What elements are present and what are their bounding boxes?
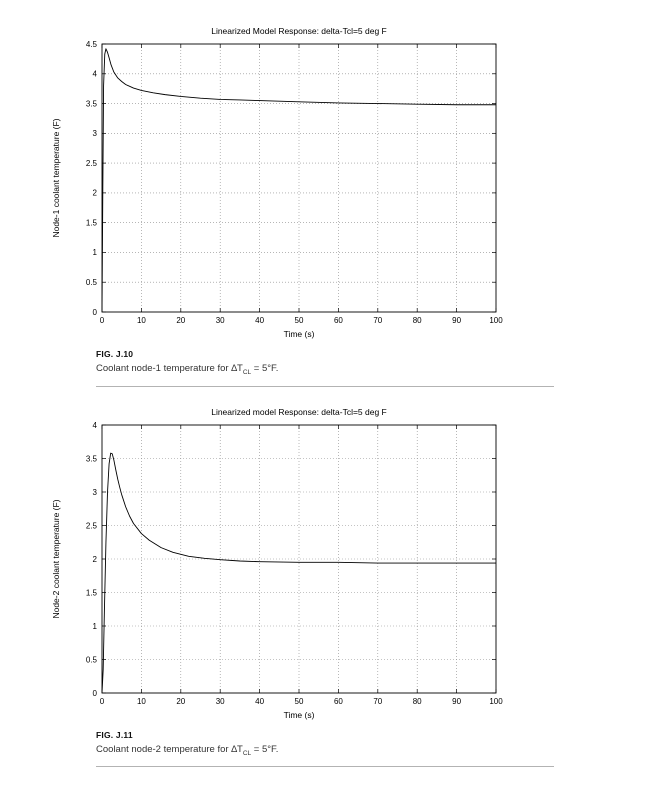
x-tick-label: 10 bbox=[137, 697, 146, 706]
x-axis-label: Time (s) bbox=[284, 710, 315, 720]
figure-caption-text: Coolant node-2 temperature for ∆TCL = 5°… bbox=[96, 744, 554, 758]
figure-j10-caption: FIG. J.10 Coolant node-1 temperature for… bbox=[96, 349, 554, 387]
y-tick-label: 3.5 bbox=[86, 99, 98, 108]
plot-box bbox=[101, 43, 497, 313]
y-tick-label: 1 bbox=[93, 248, 98, 257]
chart-title: Linearized Model Response: delta-Tcl=5 d… bbox=[211, 26, 387, 36]
x-tick-label: 80 bbox=[413, 697, 422, 706]
series-line bbox=[101, 452, 496, 693]
x-tick-label: 70 bbox=[373, 697, 382, 706]
x-tick-label: 50 bbox=[295, 316, 304, 325]
y-tick-label: 0.5 bbox=[86, 278, 98, 287]
caption-subscript: CL bbox=[242, 368, 252, 376]
caption-subscript: CL bbox=[242, 749, 252, 757]
caption-suffix: = 5°F. bbox=[251, 363, 279, 374]
figure-label: FIG. J.11 bbox=[96, 729, 133, 740]
node2-coolant-temperature-chart: 0 10 20 30 40 50 60 70 80 90 100 0 0.5 1 1.5 2 2.5 3 3.5 4 L… bbox=[46, 403, 648, 725]
x-axis-label: Time (s) bbox=[284, 329, 315, 339]
caption-delta-symbol: ∆T bbox=[231, 743, 243, 755]
x-tick-label: 60 bbox=[334, 316, 343, 325]
node1-coolant-temperature-chart: 0 10 20 30 40 50 60 70 80 90 100 0 0.5 1 1.5 2 2.5 3 3.5 4 4… bbox=[46, 22, 648, 344]
y-tick-label: 0 bbox=[93, 688, 98, 697]
x-tick-label: 70 bbox=[373, 316, 382, 325]
y-tick-label: 4.5 bbox=[86, 40, 98, 49]
x-tick-label: 90 bbox=[452, 316, 461, 325]
y-tick-label: 0 bbox=[93, 308, 98, 317]
y-tick-label: 1.5 bbox=[86, 218, 98, 227]
chart-title: Linearized model Response: delta-Tcl=5 d… bbox=[211, 407, 387, 417]
x-tick-label: 0 bbox=[100, 697, 105, 706]
figure-caption-text: Coolant node-1 temperature for ∆TCL = 5°… bbox=[96, 363, 554, 377]
x-tick-label: 80 bbox=[413, 316, 422, 325]
x-tick-label: 100 bbox=[489, 316, 503, 325]
x-tick-label: 40 bbox=[255, 316, 264, 325]
figure-j11-caption: FIG. J.11 Coolant node-2 temperature for… bbox=[96, 730, 554, 768]
chart-svg: 0 10 20 30 40 50 60 70 80 90 100 0 0.5 1 1.5 2 2.5 3 3.5 4 4… bbox=[51, 26, 503, 339]
x-tick-label: 20 bbox=[176, 697, 185, 706]
x-tick-label: 20 bbox=[176, 316, 185, 325]
y-tick-label: 3 bbox=[93, 129, 98, 138]
y-tick-label: 4 bbox=[93, 70, 98, 79]
x-tick-label: 10 bbox=[137, 316, 146, 325]
y-tick-label: 3.5 bbox=[86, 454, 98, 463]
y-tick-label: 4 bbox=[93, 420, 98, 429]
figure-j10: 0 10 20 30 40 50 60 70 80 90 100 0 0.5 1 1.5 2 2.5 3 3.5 4 4… bbox=[46, 22, 648, 387]
y-tick-label: 2.5 bbox=[86, 159, 98, 168]
figure-j11: 0 10 20 30 40 50 60 70 80 90 100 0 0.5 1 1.5 2 2.5 3 3.5 4 L… bbox=[46, 403, 648, 768]
x-tick-label: 100 bbox=[489, 697, 503, 706]
x-tick-label: 30 bbox=[216, 697, 225, 706]
y-tick-label: 1.5 bbox=[86, 588, 98, 597]
series-line bbox=[101, 48, 496, 313]
y-tick-label: 2 bbox=[93, 189, 98, 198]
x-tick-label: 0 bbox=[100, 316, 105, 325]
x-tick-label: 30 bbox=[216, 316, 225, 325]
y-axis-label: Node-1 coolant temperature (F) bbox=[51, 118, 61, 237]
y-tick-label: 3 bbox=[93, 487, 98, 496]
x-tick-label: 60 bbox=[334, 697, 343, 706]
figure-label: FIG. J.10 bbox=[96, 349, 134, 359]
y-tick-label: 2 bbox=[93, 554, 98, 563]
caption-prefix: Coolant node-1 temperature for bbox=[96, 363, 232, 374]
x-tick-label: 40 bbox=[255, 697, 264, 706]
chart-svg: 0 10 20 30 40 50 60 70 80 90 100 0 0.5 1 1.5 2 2.5 3 3.5 4 L… bbox=[51, 407, 503, 720]
y-tick-label: 0.5 bbox=[86, 655, 98, 664]
y-tick-label: 1 bbox=[93, 621, 98, 630]
y-tick-label: 2.5 bbox=[86, 521, 98, 530]
x-tick-label: 50 bbox=[295, 697, 304, 706]
caption-prefix: Coolant node-2 temperature for bbox=[96, 743, 232, 755]
y-axis-label: Node-2 coolant temperature (F) bbox=[51, 499, 61, 618]
caption-suffix: = 5°F. bbox=[251, 743, 279, 755]
caption-delta-symbol: ∆T bbox=[231, 363, 243, 374]
x-tick-label: 90 bbox=[452, 697, 461, 706]
plot-box bbox=[101, 424, 497, 694]
